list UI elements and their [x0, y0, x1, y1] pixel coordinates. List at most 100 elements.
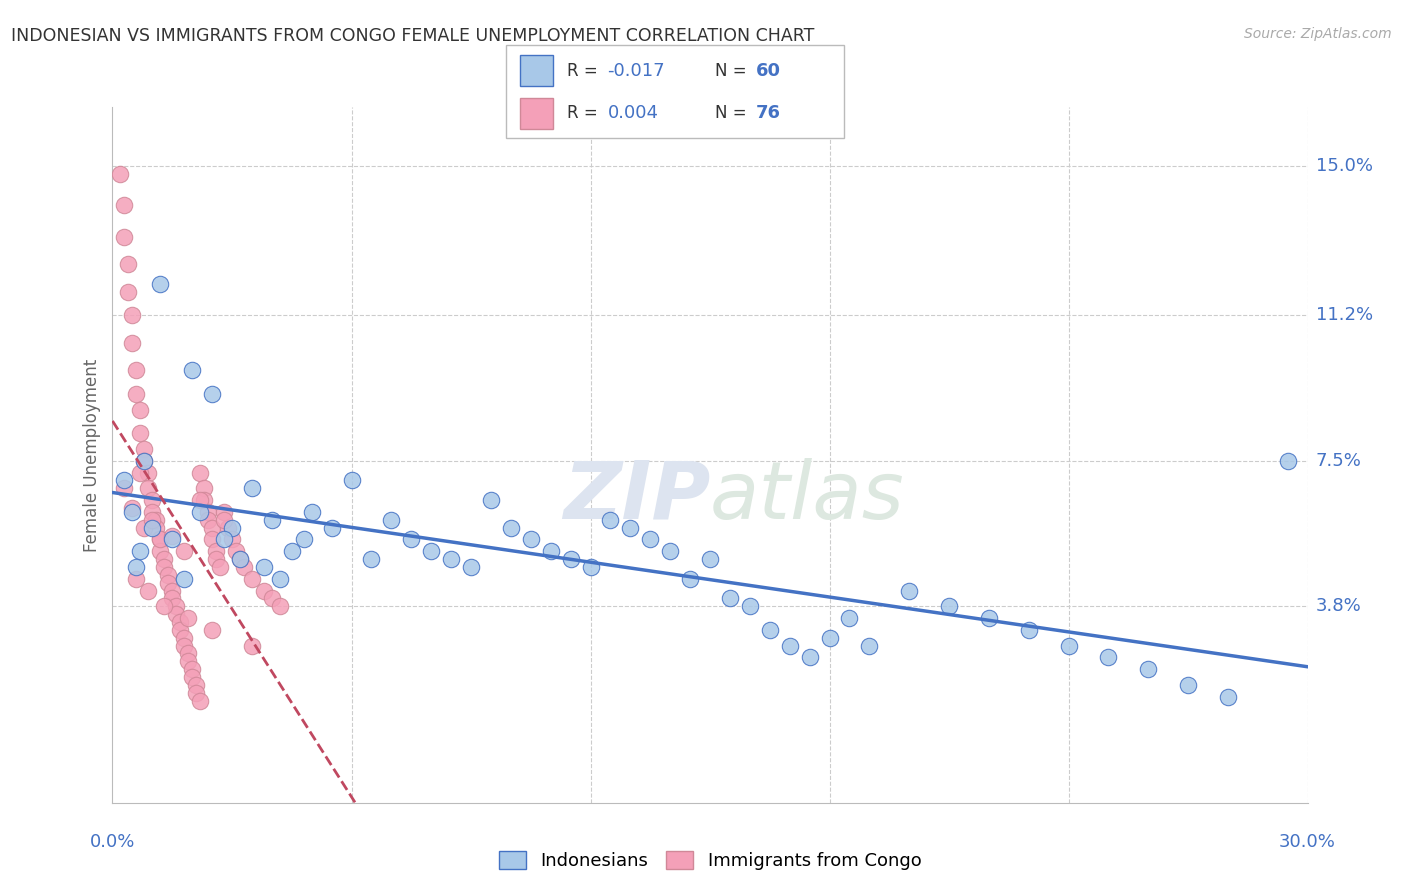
Point [240, 481, 263, 495]
Text: 11.2%: 11.2% [1316, 306, 1374, 325]
Text: 3.8%: 3.8% [1316, 598, 1361, 615]
Point [679, 572, 702, 586]
Point [149, 533, 172, 547]
Point [138, 583, 160, 598]
Point [638, 533, 662, 547]
Point [121, 335, 143, 350]
Point [149, 533, 172, 547]
Text: INDONESIAN VS IMMIGRANTS FROM CONGO FEMALE UNEMPLOYMENT CORRELATION CHART: INDONESIAN VS IMMIGRANTS FROM CONGO FEMA… [11, 27, 814, 45]
FancyBboxPatch shape [520, 98, 554, 129]
Point [221, 533, 243, 547]
Point [141, 505, 163, 519]
Point [134, 442, 156, 456]
Text: 7.5%: 7.5% [1316, 452, 1362, 470]
Point [186, 678, 208, 692]
Point [938, 599, 960, 614]
Point [165, 607, 187, 621]
Point [1057, 639, 1080, 653]
Point [201, 521, 224, 535]
Point [619, 521, 641, 535]
Point [560, 552, 582, 566]
Point [197, 513, 219, 527]
Point [129, 544, 152, 558]
Point [173, 544, 195, 558]
Point [240, 572, 263, 586]
Point [138, 481, 160, 495]
Point [188, 466, 211, 480]
Point [193, 493, 215, 508]
Point [181, 670, 204, 684]
Point [659, 544, 682, 558]
FancyBboxPatch shape [506, 45, 844, 138]
Point [177, 654, 200, 668]
Point [177, 611, 200, 625]
Point [779, 639, 801, 653]
Point [838, 611, 860, 625]
Point [217, 521, 239, 535]
Point [799, 650, 821, 665]
Point [818, 631, 841, 645]
Point [162, 528, 183, 542]
Point [157, 575, 180, 590]
Point [121, 309, 143, 323]
Point [233, 560, 256, 574]
Point [149, 544, 172, 558]
Point [162, 583, 183, 598]
Point [281, 544, 304, 558]
Point [292, 533, 315, 547]
Point [193, 481, 215, 495]
Point [162, 591, 183, 606]
Point [1277, 454, 1299, 468]
Point [201, 533, 224, 547]
Point [110, 167, 132, 181]
Point [134, 454, 156, 468]
FancyBboxPatch shape [520, 55, 554, 86]
Point [173, 639, 195, 653]
Point [1137, 662, 1160, 676]
Text: 0.004: 0.004 [607, 104, 658, 122]
Point [188, 493, 211, 508]
Point [153, 552, 176, 566]
Point [321, 521, 343, 535]
Point [499, 521, 522, 535]
Point [460, 560, 482, 574]
Text: R =: R = [567, 104, 603, 122]
Point [129, 426, 152, 441]
Point [141, 513, 163, 527]
Text: -0.017: -0.017 [607, 62, 665, 79]
Point [197, 505, 219, 519]
Point [221, 521, 243, 535]
Point [117, 285, 139, 299]
Point [188, 693, 211, 707]
Point [212, 513, 235, 527]
Point [141, 521, 163, 535]
Point [269, 572, 291, 586]
Point [177, 647, 200, 661]
Point [181, 662, 204, 676]
Point [977, 611, 1000, 625]
Point [125, 572, 148, 586]
Point [141, 493, 163, 508]
Point [157, 567, 180, 582]
Point [579, 560, 602, 574]
Point [1177, 678, 1199, 692]
Point [479, 493, 502, 508]
Text: 30.0%: 30.0% [1279, 833, 1336, 851]
Text: N =: N = [716, 62, 752, 79]
Text: Source: ZipAtlas.com: Source: ZipAtlas.com [1244, 27, 1392, 41]
Point [253, 583, 276, 598]
Point [269, 599, 291, 614]
Point [229, 552, 252, 566]
Point [738, 599, 761, 614]
Point [253, 560, 276, 574]
Point [599, 513, 621, 527]
Point [718, 591, 741, 606]
Point [169, 615, 191, 629]
Point [260, 513, 283, 527]
Point [205, 552, 228, 566]
Point [125, 387, 148, 401]
Point [134, 521, 156, 535]
Point [858, 639, 880, 653]
Text: 15.0%: 15.0% [1316, 157, 1372, 175]
Point [1097, 650, 1119, 665]
